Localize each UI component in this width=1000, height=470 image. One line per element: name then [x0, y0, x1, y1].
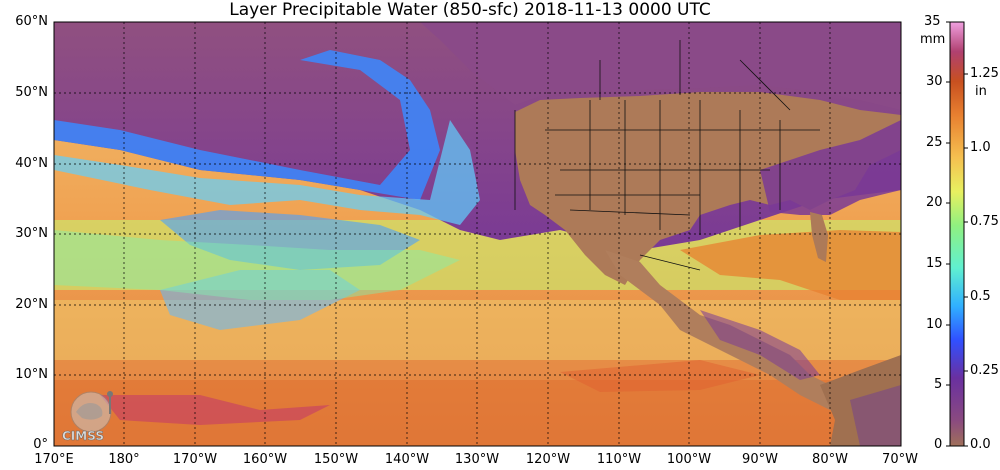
lat-label-10n: 10°N — [15, 367, 48, 382]
colorbar-in-0-0: 0.0 — [970, 437, 991, 452]
colorbar-mm-0: 0 — [934, 437, 943, 452]
colorbar-mm-20: 20 — [926, 195, 943, 210]
lat-label-40n: 40°N — [15, 156, 48, 171]
lat-label-50n: 50°N — [15, 85, 48, 100]
lon-label-100w: 100°W — [666, 452, 712, 467]
lon-label-90w: 90°W — [742, 452, 778, 467]
lat-label-20n: 20°N — [15, 297, 48, 312]
map-imagery — [54, 22, 901, 446]
colorbar-in-0-75: 0.75 — [970, 214, 999, 229]
graticule — [54, 22, 901, 446]
lat-label-30n: 30°N — [15, 226, 48, 241]
cimss-logo: CIMSS — [62, 391, 113, 443]
map-frame — [53, 21, 902, 447]
cimss-logo-text: CIMSS — [62, 429, 104, 443]
lon-label-180: 180° — [108, 452, 140, 467]
lat-label-0: 0° — [33, 437, 48, 452]
lon-label-130w: 130°W — [454, 452, 500, 467]
colorbar-in-0-25: 0.25 — [970, 363, 999, 378]
colorbar-mm-5: 5 — [934, 377, 943, 392]
lon-label-70w: 70°W — [882, 452, 918, 467]
lon-label-170w: 170°W — [172, 452, 218, 467]
lon-label-80w: 80°W — [812, 452, 848, 467]
colorbar-mm-30: 30 — [926, 74, 943, 89]
lon-label-140w: 140°W — [384, 452, 430, 467]
map-title: Layer Precipitable Water (850-sfc) 2018-… — [229, 0, 711, 20]
lat-label-60n: 60°N — [15, 14, 48, 29]
colorbar-in-1-0: 1.0 — [970, 140, 991, 155]
lon-label-170e: 170°E — [34, 452, 74, 467]
colorbar-in-unit: in — [975, 84, 987, 99]
colorbar — [949, 21, 965, 447]
colorbar-mm-10: 10 — [926, 317, 943, 332]
lon-label-110w: 110°W — [596, 452, 642, 467]
colorbar-in-0-5: 0.5 — [970, 289, 991, 304]
colorbar-ticks — [946, 21, 968, 447]
lon-label-150w: 150°W — [313, 452, 359, 467]
colorbar-mm-25: 25 — [926, 135, 943, 150]
colorbar-mm-unit: mm — [920, 32, 946, 47]
colorbar-mm-15: 15 — [926, 256, 943, 271]
political-borders — [514, 40, 820, 271]
lon-label-160w: 160°W — [242, 452, 288, 467]
colorbar-in-1-25: 1.25 — [970, 66, 999, 81]
colorbar-mm-35: 35 — [924, 14, 941, 29]
lon-label-120w: 120°W — [525, 452, 571, 467]
